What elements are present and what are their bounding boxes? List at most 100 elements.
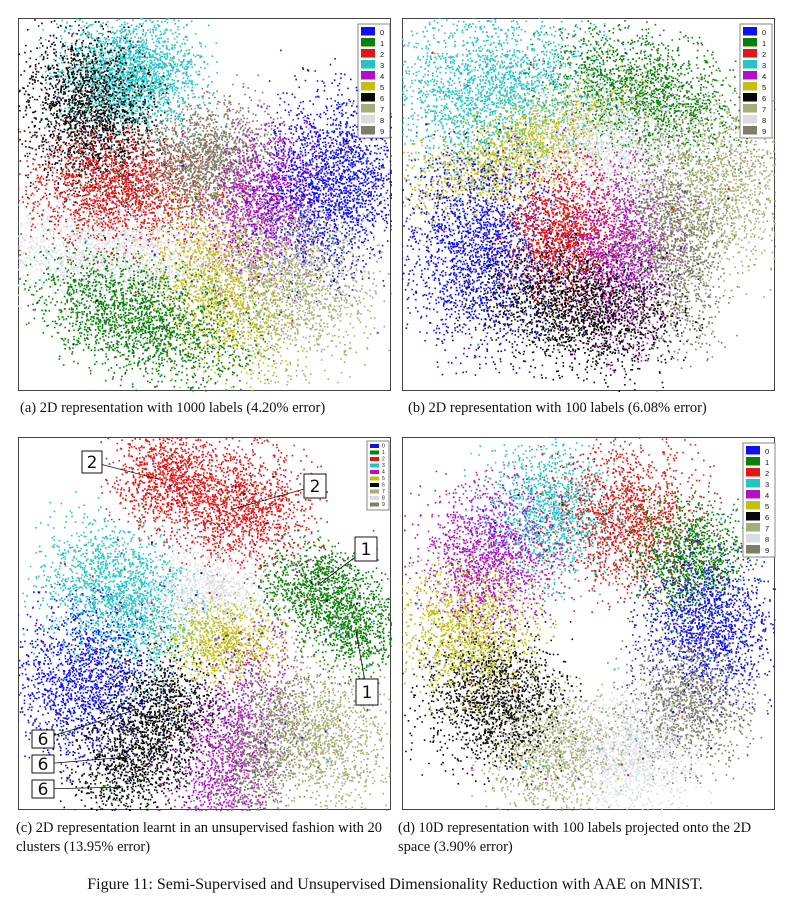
cluster-c-13 [239, 651, 392, 811]
legend-swatch-a-1 [361, 38, 375, 47]
legend-swatch-b-9 [743, 126, 757, 135]
legend-swatch-a-6 [361, 93, 375, 102]
legend-swatch-c-2 [370, 457, 379, 461]
legend-label-d-0: 0 [765, 447, 769, 456]
legend-swatch-c-4 [370, 470, 379, 474]
cluster-noise-b-4 [684, 122, 764, 228]
panel-a: 0 1 2 3 4 5 6 7 8 9 [18, 18, 392, 392]
legend-label-a-6: 6 [380, 94, 384, 103]
cluster-noise-d-2 [658, 517, 730, 581]
legend-label-a-2: 2 [380, 50, 384, 59]
legend-swatch-c-0 [370, 444, 379, 448]
cluster-b-1 [522, 18, 766, 191]
cluster-noise-a-2 [79, 140, 194, 228]
legend-swatch-c-5 [370, 476, 379, 481]
legend-swatch-a-9 [361, 126, 375, 135]
cluster-noise-c-12 [220, 694, 287, 799]
legend-swatch-d-4 [746, 490, 760, 499]
annotation-box-0 [81, 450, 103, 474]
legend-swatch-a-4 [361, 71, 375, 80]
annotation-digit-5: 6 [38, 755, 49, 775]
scatter-plot-a: 0 1 2 3 4 5 6 7 8 9 [18, 18, 392, 392]
cluster-c-5 [246, 529, 383, 644]
legend-swatch-c-8 [370, 496, 379, 500]
legend-swatch-d-1 [746, 457, 760, 466]
legend-label-a-0: 0 [380, 28, 384, 37]
cluster-noise-c-9 [136, 677, 193, 752]
legend-label-d-8: 8 [765, 535, 769, 544]
cluster-noise-c-10 [90, 753, 170, 803]
legend-swatch-a-8 [361, 115, 375, 124]
caption-a: (a) 2D representation with 1000 labels (… [20, 400, 326, 416]
legend-label-b-9: 9 [762, 127, 766, 136]
legend-label-c-6: 6 [382, 482, 385, 488]
annotation-leader-6 [42, 786, 124, 790]
cluster-d-5 [536, 674, 715, 811]
cluster-noise-c-1 [179, 471, 291, 531]
annotation-leader-5 [42, 756, 129, 765]
legend-swatch-a-5 [361, 82, 375, 91]
cluster-b-5 [402, 122, 591, 376]
annotation-box-1 [303, 473, 327, 499]
legend-swatch-b-6 [743, 93, 757, 102]
cluster-a-9 [18, 227, 283, 392]
cluster-a-0 [38, 18, 218, 150]
legend-label-b-1: 1 [762, 39, 766, 48]
annotation-box-2 [354, 536, 378, 562]
legend-label-c-8: 8 [382, 495, 385, 501]
legend-label-a-1: 1 [380, 39, 384, 48]
legend-swatch-b-0 [743, 27, 757, 36]
legend-label-a-3: 3 [380, 61, 384, 70]
cluster-noise-d-9 [438, 509, 558, 616]
cluster-d-6 [468, 667, 631, 811]
cluster-b-6 [486, 145, 640, 323]
legend-swatch-b-3 [743, 60, 757, 69]
legend-label-a-4: 4 [380, 72, 384, 81]
annotation-digit-6: 6 [38, 780, 49, 800]
cluster-a-5 [234, 49, 392, 303]
cluster-noise-a-8 [231, 253, 379, 334]
legend-label-b-6: 6 [762, 94, 766, 103]
annotation-leader-1 [232, 485, 316, 510]
legend-swatch-a-0 [361, 27, 375, 36]
annotation-digit-0: 2 [87, 453, 98, 473]
cluster-noise-c-4 [168, 570, 260, 620]
legend-label-d-2: 2 [765, 469, 769, 478]
cluster-d-1 [534, 437, 723, 613]
legend-label-b-5: 5 [762, 83, 766, 92]
legend-swatch-c-3 [370, 463, 379, 468]
legend-swatch-c-1 [370, 450, 379, 455]
cluster-noise-c-13 [294, 701, 369, 769]
annotation-box-4 [31, 729, 55, 749]
legend-label-a-8: 8 [380, 116, 384, 125]
cluster-noise-c-5 [284, 547, 375, 608]
cluster-noise-b-0 [425, 51, 591, 196]
legend-label-b-3: 3 [762, 61, 766, 70]
legend-label-c-0: 0 [382, 443, 385, 449]
legend-label-d-5: 5 [765, 502, 769, 511]
legend-label-b-8: 8 [762, 116, 766, 125]
cluster-noise-d-4 [662, 648, 713, 750]
cluster-d-4 [607, 623, 771, 785]
cluster-c-0 [100, 437, 239, 547]
legend-label-a-9: 9 [380, 127, 384, 136]
cluster-c-7 [145, 591, 297, 695]
legend-label-d-6: 6 [765, 513, 769, 522]
legend-label-c-4: 4 [382, 469, 385, 475]
cluster-noise-a-4 [224, 132, 301, 265]
panel-b: 0 1 2 3 4 5 6 7 8 9 [402, 18, 776, 392]
legend-label-c-9: 9 [382, 502, 385, 508]
legend-label-a-7: 7 [380, 105, 384, 114]
legend-label-b-4: 4 [762, 72, 766, 81]
annotation-box-5 [31, 754, 55, 774]
cluster-noise-c-6 [314, 596, 376, 667]
legend-label-d-3: 3 [765, 480, 769, 489]
legend-swatch-b-4 [743, 71, 757, 80]
legend-swatch-d-0 [746, 446, 760, 455]
cluster-b-8 [606, 118, 739, 369]
legend-swatch-d-3 [746, 479, 760, 488]
caption-b: (b) 2D representation with 100 labels (6… [408, 400, 707, 416]
legend-swatch-d-5 [746, 501, 760, 510]
